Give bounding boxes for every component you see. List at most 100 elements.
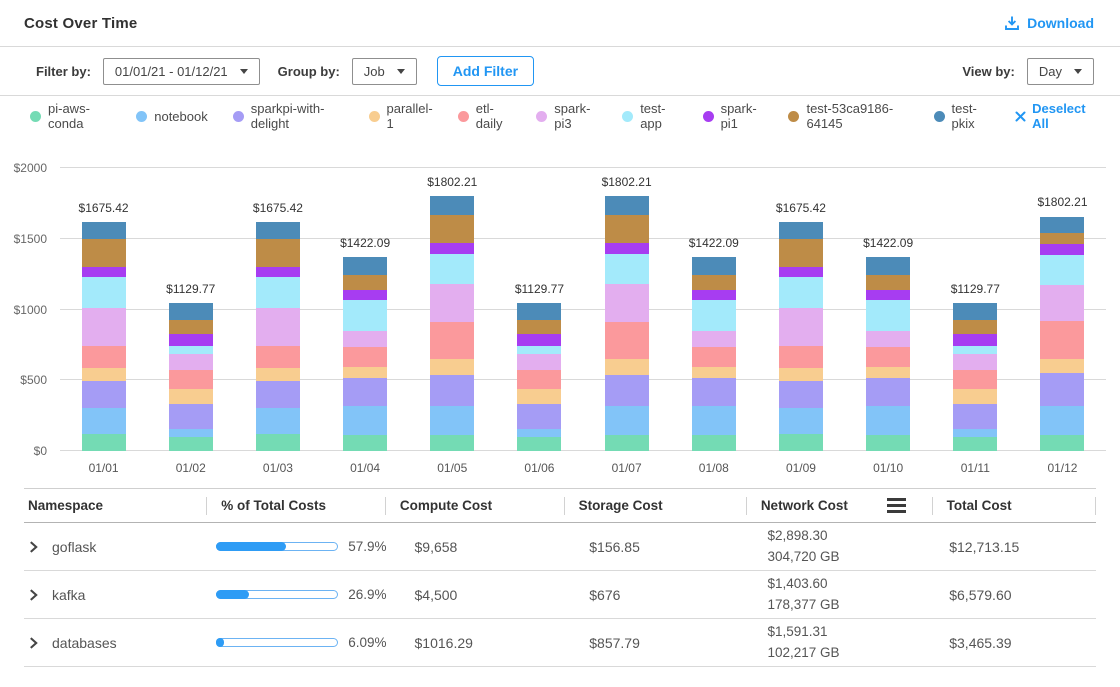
bar-segment-notebook[interactable] bbox=[169, 429, 213, 437]
bar-segment-spark-pi3[interactable] bbox=[692, 331, 736, 347]
bar-segment-test-pkix[interactable] bbox=[779, 222, 823, 239]
bar-segment-sparkpi-with-delight[interactable] bbox=[343, 378, 387, 406]
group-by-select[interactable]: Job bbox=[352, 58, 417, 85]
bar-segment-test-53ca9186-64145[interactable] bbox=[1040, 233, 1084, 244]
bar-segment-spark-pi1[interactable] bbox=[866, 290, 910, 300]
date-range-select[interactable]: 01/01/21 - 01/12/21 bbox=[103, 58, 260, 85]
legend-item-pi-aws-conda[interactable]: pi-aws-conda bbox=[30, 101, 111, 131]
column-header-total-cost[interactable]: Total Cost bbox=[932, 497, 1096, 515]
bar-stack[interactable] bbox=[517, 303, 561, 451]
bar-segment-test-pkix[interactable] bbox=[169, 303, 213, 321]
bar-segment-test-53ca9186-64145[interactable] bbox=[866, 275, 910, 290]
chevron-right-icon[interactable] bbox=[28, 589, 39, 601]
bar-segment-parallel-1[interactable] bbox=[517, 389, 561, 404]
bar-segment-sparkpi-with-delight[interactable] bbox=[1040, 373, 1084, 406]
legend-item-notebook[interactable]: notebook bbox=[136, 109, 208, 124]
bar-segment-spark-pi1[interactable] bbox=[256, 267, 300, 277]
bar-segment-spark-pi3[interactable] bbox=[256, 308, 300, 346]
bar-segment-test-app[interactable] bbox=[953, 346, 997, 354]
bar-stack[interactable] bbox=[430, 196, 474, 451]
view-by-select[interactable]: Day bbox=[1027, 58, 1094, 85]
bar-segment-test-53ca9186-64145[interactable] bbox=[517, 320, 561, 334]
bar-segment-etl-daily[interactable] bbox=[953, 370, 997, 389]
bar-segment-test-app[interactable] bbox=[1040, 255, 1084, 285]
bar-segment-etl-daily[interactable] bbox=[343, 347, 387, 367]
bar-segment-spark-pi1[interactable] bbox=[605, 243, 649, 254]
bar-segment-test-53ca9186-64145[interactable] bbox=[779, 239, 823, 267]
bar-segment-parallel-1[interactable] bbox=[169, 389, 213, 404]
bar-segment-etl-daily[interactable] bbox=[517, 370, 561, 389]
bar-segment-etl-daily[interactable] bbox=[866, 347, 910, 367]
bar-segment-pi-aws-conda[interactable] bbox=[430, 435, 474, 451]
bar-segment-etl-daily[interactable] bbox=[430, 322, 474, 359]
bar-segment-etl-daily[interactable] bbox=[605, 322, 649, 359]
bar-stack[interactable] bbox=[692, 257, 736, 451]
legend-item-spark-pi3[interactable]: spark-pi3 bbox=[536, 101, 597, 131]
bar-segment-test-pkix[interactable] bbox=[953, 303, 997, 321]
bar-segment-pi-aws-conda[interactable] bbox=[692, 435, 736, 451]
bar-segment-spark-pi1[interactable] bbox=[169, 334, 213, 346]
bar-segment-pi-aws-conda[interactable] bbox=[517, 437, 561, 451]
bar-segment-notebook[interactable] bbox=[605, 406, 649, 434]
bar-segment-pi-aws-conda[interactable] bbox=[605, 435, 649, 451]
bar-segment-spark-pi3[interactable] bbox=[779, 308, 823, 346]
bar-segment-spark-pi3[interactable] bbox=[430, 284, 474, 322]
bar-stack[interactable] bbox=[82, 222, 126, 451]
download-button[interactable]: Download bbox=[1004, 15, 1094, 31]
bar-segment-spark-pi3[interactable] bbox=[866, 331, 910, 347]
bar-segment-sparkpi-with-delight[interactable] bbox=[605, 375, 649, 407]
bar-segment-notebook[interactable] bbox=[430, 406, 474, 434]
bar-stack[interactable] bbox=[343, 257, 387, 451]
bar-segment-pi-aws-conda[interactable] bbox=[779, 434, 823, 451]
bar-segment-notebook[interactable] bbox=[953, 429, 997, 437]
bar-segment-notebook[interactable] bbox=[517, 429, 561, 437]
column-menu-icon[interactable] bbox=[887, 498, 906, 512]
bar-segment-pi-aws-conda[interactable] bbox=[82, 434, 126, 451]
bar-segment-parallel-1[interactable] bbox=[256, 368, 300, 381]
bar-segment-test-app[interactable] bbox=[866, 300, 910, 331]
bar-segment-spark-pi1[interactable] bbox=[430, 243, 474, 254]
bar-segment-parallel-1[interactable] bbox=[866, 367, 910, 379]
bar-segment-test-pkix[interactable] bbox=[866, 257, 910, 275]
bar-segment-test-53ca9186-64145[interactable] bbox=[605, 215, 649, 243]
bar-segment-test-app[interactable] bbox=[169, 346, 213, 354]
bar-stack[interactable] bbox=[953, 303, 997, 451]
bar-segment-test-app[interactable] bbox=[343, 300, 387, 331]
column-header-compute-cost[interactable]: Compute Cost bbox=[385, 497, 564, 515]
bar-stack[interactable] bbox=[169, 303, 213, 451]
bar-segment-etl-daily[interactable] bbox=[169, 370, 213, 389]
bar-segment-sparkpi-with-delight[interactable] bbox=[169, 404, 213, 429]
column-header-storage-cost[interactable]: Storage Cost bbox=[564, 497, 746, 515]
bar-segment-pi-aws-conda[interactable] bbox=[953, 437, 997, 451]
column-header-namespace[interactable]: Namespace bbox=[24, 497, 206, 515]
namespace-cell[interactable]: databases bbox=[24, 635, 202, 651]
legend-item-spark-pi1[interactable]: spark-pi1 bbox=[703, 101, 764, 131]
bar-segment-pi-aws-conda[interactable] bbox=[1040, 435, 1084, 451]
bar-segment-pi-aws-conda[interactable] bbox=[169, 437, 213, 451]
bar-segment-parallel-1[interactable] bbox=[343, 367, 387, 379]
bar-segment-pi-aws-conda[interactable] bbox=[866, 435, 910, 451]
bar-segment-test-53ca9186-64145[interactable] bbox=[430, 215, 474, 243]
bar-segment-test-pkix[interactable] bbox=[430, 196, 474, 214]
bar-segment-parallel-1[interactable] bbox=[82, 368, 126, 381]
chevron-right-icon[interactable] bbox=[28, 637, 39, 649]
bar-segment-parallel-1[interactable] bbox=[430, 359, 474, 375]
bar-segment-etl-daily[interactable] bbox=[256, 346, 300, 368]
legend-item-parallel-1[interactable]: parallel-1 bbox=[369, 101, 433, 131]
bar-segment-notebook[interactable] bbox=[256, 408, 300, 435]
bar-segment-parallel-1[interactable] bbox=[953, 389, 997, 404]
bar-segment-test-pkix[interactable] bbox=[517, 303, 561, 321]
bar-segment-sparkpi-with-delight[interactable] bbox=[866, 378, 910, 406]
bar-segment-notebook[interactable] bbox=[343, 406, 387, 434]
bar-segment-test-app[interactable] bbox=[605, 254, 649, 284]
bar-segment-pi-aws-conda[interactable] bbox=[256, 434, 300, 451]
bar-segment-notebook[interactable] bbox=[82, 408, 126, 435]
column-header-network-cost[interactable]: Network Cost bbox=[746, 497, 932, 515]
bar-segment-sparkpi-with-delight[interactable] bbox=[256, 381, 300, 408]
bar-segment-test-pkix[interactable] bbox=[1040, 217, 1084, 234]
bar-segment-spark-pi3[interactable] bbox=[953, 354, 997, 371]
bar-segment-test-53ca9186-64145[interactable] bbox=[953, 320, 997, 334]
deselect-all-button[interactable]: Deselect All bbox=[1015, 101, 1092, 131]
bar-segment-spark-pi1[interactable] bbox=[1040, 244, 1084, 255]
bar-segment-test-pkix[interactable] bbox=[343, 257, 387, 275]
